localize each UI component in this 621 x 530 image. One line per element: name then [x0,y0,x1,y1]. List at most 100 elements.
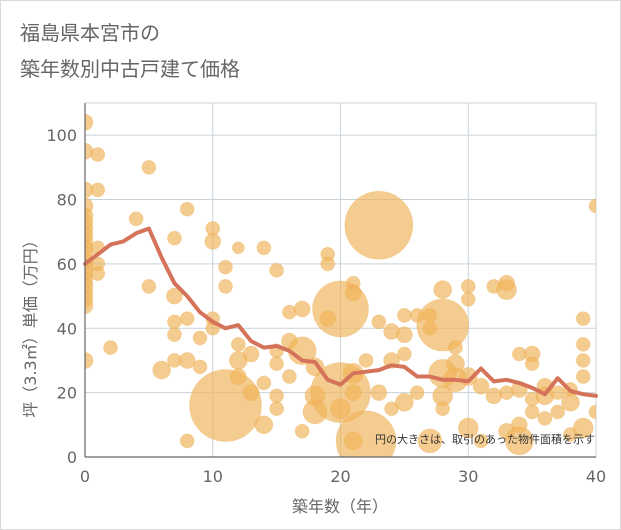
bubble-point [344,384,362,401]
bubble-point [524,404,540,420]
bubble-point [370,384,388,401]
bubble-point [575,311,591,326]
bubble-point [179,433,195,449]
axis-layer: 0 10 20 30 40 0 20 40 60 80 100 [46,103,606,486]
bubble-point [397,308,412,323]
bubble-point [417,428,443,454]
bubble-point [448,340,463,355]
bubble-point [460,292,476,307]
bubble-point [204,233,222,250]
bubble-point [128,211,144,227]
bubble-point [269,401,284,417]
bubble-point [344,284,362,302]
bubble-point [293,300,311,318]
bubble-point [588,404,596,420]
bubble-point [178,352,196,369]
bubble-point [231,337,246,352]
average-price-line [83,226,598,398]
x-tick-label: 10 [203,467,223,486]
bubble-point [256,240,272,256]
chart-title: 福島県本宮市の 築年数別中古戸建て価格 [20,15,240,87]
bubble-point [358,353,374,368]
bubble-point [435,401,451,417]
x-tick-label: 0 [80,467,90,486]
x-tick-label: 20 [330,467,350,486]
x-axis-title: 築年数（年） [292,497,388,516]
bubble-point [524,356,540,371]
bubble-point [561,392,580,412]
bubble-point [167,314,182,330]
bubble-point [335,410,397,457]
bubble-point [294,423,310,439]
bubble-point [256,375,272,391]
y-tick-label: 60 [57,255,77,274]
bubble-point [457,417,479,439]
bubble-point [232,241,245,255]
chart-title-line-1: 福島県本宮市の [20,21,160,45]
chart-title-line-2: 築年数別中古戸建て価格 [20,57,240,81]
bubble-point [254,415,274,435]
y-tick-label: 20 [57,384,77,403]
bubble-point [167,327,182,343]
bubble-point [179,201,195,217]
bubble-point [537,411,553,426]
bubble-point [167,230,182,246]
bubble-point [242,345,260,363]
bubble-point [103,340,118,355]
bubble-point [550,404,565,420]
bubble-point [282,369,297,384]
x-tick-label: 30 [458,467,478,486]
y-tick-label: 40 [57,319,77,338]
bubble-point [496,279,517,300]
y-axis-title: 坪（3.3㎡）単価（万円） [21,232,40,417]
bubble-point [85,114,94,131]
bubble-point [505,426,534,456]
bubble-point [90,147,106,162]
bubble-point [460,279,476,294]
bubble-point [85,297,94,315]
bubble-point [179,311,195,326]
size-note: 円の大きさは、取引のあった物件面積を示す [375,432,595,446]
x-tick-label: 40 [586,467,606,486]
bubble-point [230,368,247,385]
bubble-point [189,369,262,442]
y-tick-label: 100 [46,126,77,145]
bubble-point [588,198,596,214]
bubble-point [141,279,157,294]
bubble-point [192,359,208,375]
bubble-point [395,392,414,412]
bubble-point [416,298,470,352]
bubble-point [472,377,490,395]
bubble-point [218,279,233,294]
bubble-point [320,256,336,272]
bubble-point [371,314,387,330]
bubble-point [397,346,412,362]
bubble-point [166,287,183,305]
bubble-point [218,259,233,275]
bubble-point [473,433,489,449]
bubble-point [575,337,591,352]
bubble-point [141,160,157,175]
trend-line-layer [83,226,598,398]
bubble-point [344,190,414,260]
bubble-point [152,360,171,380]
bubble-point [90,182,106,198]
bubble-point [409,385,425,400]
bubble-point [192,330,208,346]
bubble-point [242,384,260,401]
bubble-point [269,263,284,278]
bubble-point [90,266,106,281]
bubble-point [575,353,591,368]
bubble-point [85,352,94,369]
bubble-point [572,417,594,439]
bubble-point [269,356,284,371]
y-tick-label: 0 [67,448,77,467]
bubble-point [575,369,591,384]
bubble-point [330,398,351,420]
bubble-point [269,388,284,404]
y-tick-label: 80 [57,191,77,210]
bubble-point [433,280,453,299]
bubble-point [485,387,503,405]
bubble-point [396,326,413,344]
